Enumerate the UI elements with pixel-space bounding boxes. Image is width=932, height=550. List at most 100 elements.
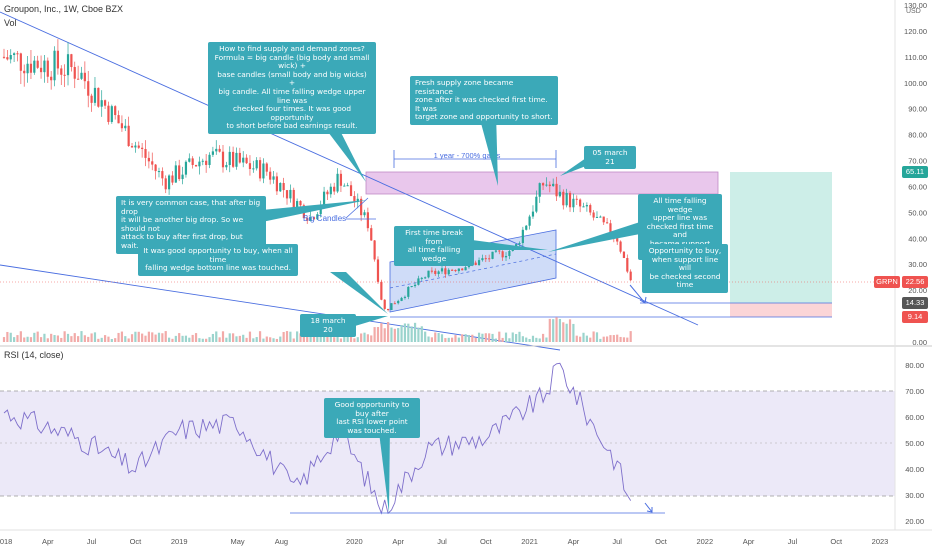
volume-bar	[141, 333, 144, 342]
rsi-label: RSI (14, close)	[4, 350, 64, 360]
candle-body	[407, 286, 410, 297]
volume-bar	[353, 338, 356, 342]
candle-body	[225, 165, 228, 168]
candle-body	[555, 183, 558, 197]
volume-bar	[504, 332, 508, 342]
chart-title: Groupon, Inc., 1W, Cboe BZX	[4, 4, 124, 14]
candle-body	[360, 198, 363, 216]
candle-body	[518, 243, 521, 245]
candle-body	[36, 60, 39, 68]
time-axis-tick: Apr	[743, 537, 755, 546]
candle-body	[232, 151, 235, 167]
volume-bar	[221, 331, 225, 342]
candle-body	[269, 171, 272, 180]
pointer-mar21	[560, 158, 586, 176]
volume-bar	[400, 325, 403, 342]
volume-bar	[360, 333, 363, 342]
candle-body	[117, 115, 120, 124]
volume-bar	[464, 334, 467, 342]
volume-bar	[178, 333, 181, 342]
candle-body	[619, 241, 622, 252]
volume-bar	[248, 331, 252, 342]
pointer-rsi-note	[378, 424, 390, 513]
volume-bar	[383, 328, 386, 342]
candle-body	[70, 54, 73, 68]
volume-bar	[585, 335, 588, 342]
time-axis-tick: Jul	[612, 537, 622, 546]
volume-bar	[302, 336, 305, 342]
candle-body	[252, 168, 255, 170]
candle-body	[258, 160, 262, 179]
candle-body	[491, 251, 494, 259]
candle-body	[626, 257, 629, 272]
volume-bar	[434, 332, 437, 342]
candle-body	[629, 271, 632, 281]
rsi-axis[interactable]: 80.00 70.00 60.00 50.00 40.00 30.00 20.00	[905, 361, 924, 526]
volume-bar	[568, 319, 572, 342]
note-supply-demand: How to find supply and demand zones? Form…	[208, 42, 376, 134]
price-tag-target: 65.11	[902, 166, 928, 178]
price-axis-tick: 110.00	[905, 53, 927, 62]
price-axis-tick: 20.00	[908, 286, 927, 295]
price-axis-tick: 50.00	[908, 208, 927, 217]
candle-body	[228, 151, 231, 166]
candle-body	[56, 50, 60, 69]
note-opportunity-buy: Opportunity to buy, when support line wil…	[642, 244, 728, 293]
candle-body	[87, 81, 90, 96]
candle-body	[622, 251, 626, 258]
candle-body	[208, 154, 211, 165]
candle-body	[508, 250, 511, 256]
volume-bar	[343, 335, 346, 342]
volume-bar	[117, 332, 120, 342]
volume-bar	[336, 333, 339, 342]
gain-measure-label: 1 year - 700% gains	[434, 151, 501, 160]
candle-body	[154, 164, 157, 172]
note-date-mar20: 18 march 20	[300, 314, 356, 338]
volume-bar	[265, 336, 268, 342]
volume-bar	[312, 336, 316, 342]
volume-bar	[589, 337, 592, 342]
candle-body	[43, 60, 46, 73]
candle-body	[124, 125, 127, 129]
candle-body	[215, 148, 218, 152]
volume-bar	[386, 322, 390, 342]
volume-bar	[437, 332, 440, 342]
rsi-axis-tick: 70.00	[905, 387, 924, 396]
candle-body	[114, 106, 117, 116]
volume-bar	[9, 332, 12, 342]
volume-bar	[430, 337, 433, 342]
candle-body	[605, 222, 609, 224]
candle-body	[151, 161, 154, 165]
candle-body	[568, 192, 572, 208]
candle-body	[498, 250, 501, 252]
candle-body	[194, 164, 198, 167]
candle-body	[83, 72, 86, 82]
volume-bar	[397, 328, 400, 342]
volume-bar	[181, 335, 184, 342]
candle-body	[198, 161, 201, 167]
candle-body	[376, 259, 380, 282]
candle-body	[562, 191, 565, 206]
candle-body	[289, 189, 292, 199]
volume-bar	[481, 333, 484, 342]
volume-bar	[629, 331, 632, 342]
candle-body	[306, 218, 309, 221]
time-axis-tick: Apr	[568, 537, 580, 546]
candle-body	[2, 56, 6, 58]
volume-bar	[208, 337, 211, 342]
pointer-good-buy	[330, 272, 388, 314]
candle-body	[134, 145, 137, 148]
volume-bar	[130, 334, 134, 342]
volume-bar	[535, 337, 538, 342]
candle-body	[481, 258, 484, 261]
volume-bar	[215, 331, 218, 342]
volume-bar	[477, 332, 481, 342]
price-axis[interactable]: 130.00120.00110.00100.0090.0080.0070.006…	[904, 1, 927, 347]
price-tag-ticker: GRPN	[874, 276, 900, 288]
candle-body	[616, 238, 619, 242]
candle-body	[558, 191, 562, 197]
candle-body	[582, 206, 585, 208]
time-axis[interactable]: 2018 Apr Jul Oct 2019 May Aug 2020 Apr Jul Oct 2021…	[0, 537, 888, 546]
volume-bar	[501, 337, 504, 342]
